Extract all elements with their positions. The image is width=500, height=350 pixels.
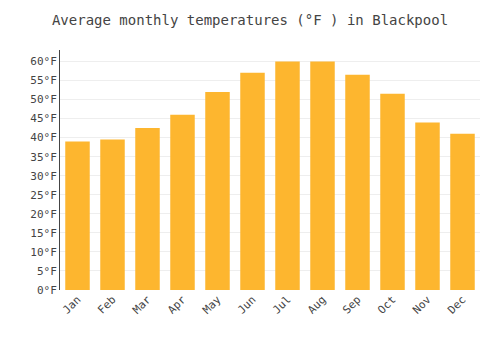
svg-text:35°F: 35°F xyxy=(30,151,57,164)
svg-text:10°F: 10°F xyxy=(30,246,57,259)
svg-text:0°F: 0°F xyxy=(37,284,57,297)
svg-text:Oct: Oct xyxy=(375,293,398,316)
svg-text:5°F: 5°F xyxy=(37,265,57,278)
svg-text:15°F: 15°F xyxy=(30,227,57,240)
svg-text:55°F: 55°F xyxy=(30,74,57,87)
svg-text:May: May xyxy=(200,293,224,317)
svg-text:Jun: Jun xyxy=(235,293,258,316)
svg-text:25°F: 25°F xyxy=(30,189,57,202)
svg-text:Apr: Apr xyxy=(165,293,189,317)
svg-text:Nov: Nov xyxy=(410,293,434,317)
svg-text:60°F: 60°F xyxy=(30,55,57,68)
svg-text:Average monthly temperatures (: Average monthly temperatures (°F ) in Bl… xyxy=(52,12,448,28)
svg-text:Jul: Jul xyxy=(270,293,293,316)
svg-text:Mar: Mar xyxy=(130,293,154,317)
svg-text:Aug: Aug xyxy=(305,293,328,316)
svg-text:45°F: 45°F xyxy=(30,112,57,125)
svg-text:40°F: 40°F xyxy=(30,131,57,144)
svg-text:30°F: 30°F xyxy=(30,170,57,183)
svg-text:50°F: 50°F xyxy=(30,93,57,106)
svg-text:Jan: Jan xyxy=(60,293,83,316)
svg-text:Dec: Dec xyxy=(445,293,468,316)
svg-text:Sep: Sep xyxy=(340,293,363,316)
svg-text:Feb: Feb xyxy=(95,293,118,316)
svg-text:20°F: 20°F xyxy=(30,208,57,221)
